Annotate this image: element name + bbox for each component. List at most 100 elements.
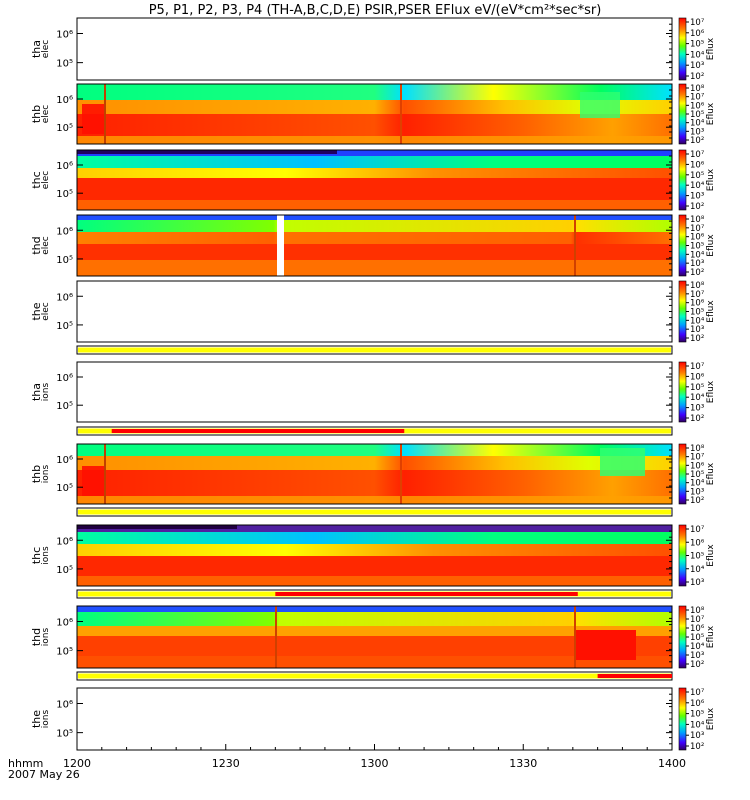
colorbar-label: Eflux xyxy=(706,707,716,730)
mode-segment xyxy=(78,347,671,353)
colorbar-tick-label: 10⁵ xyxy=(690,470,704,480)
colorbar-label: Eflux xyxy=(706,380,716,403)
colorbar-tick-label: 10⁸ xyxy=(690,281,705,291)
mode-bar-3 xyxy=(76,507,673,517)
colorbar-tick-label: 10⁷ xyxy=(690,18,705,28)
colorbar-label: Eflux xyxy=(706,625,716,648)
colorbar-tick-label: 10⁷ xyxy=(690,290,705,300)
panel-label-line2: ions xyxy=(41,709,51,728)
x-axis: 1200 1230 1300 1330 1400 xyxy=(63,744,686,770)
x-tick-label: 1300 xyxy=(361,757,389,770)
colorbar-tick-label: 10⁷ xyxy=(690,150,705,160)
panel-label-line2: elec xyxy=(41,236,51,255)
y-tick-label: 10⁶ xyxy=(56,30,73,41)
colorbar-tick-label: 10⁶ xyxy=(690,233,705,243)
mode-segment xyxy=(597,674,672,678)
colorbar-tick-label: 10⁷ xyxy=(690,453,705,463)
panel-thb-elec xyxy=(76,83,673,145)
x-tick-label: 1330 xyxy=(509,757,537,770)
colorbar-tick-label: 10⁶ xyxy=(690,624,705,634)
colorbar-tick-label: 10⁸ xyxy=(690,84,705,94)
y-tick-label: 10⁵ xyxy=(56,59,73,70)
panel-label-line2: elec xyxy=(41,105,51,124)
colorbar-tick-label: 10² xyxy=(690,202,704,212)
colorbar-tick-label: 10² xyxy=(690,660,704,670)
colorbar-tick-label: 10⁴ xyxy=(690,479,705,489)
panel-label-line2: elec xyxy=(41,171,51,190)
colorbar-tick-label: 10³ xyxy=(690,61,704,71)
panel-label-line1: thc xyxy=(30,547,43,564)
panel-tha-ions xyxy=(76,361,673,423)
y-tick-label: 10⁶ xyxy=(56,292,73,303)
y-tick-label: 10⁶ xyxy=(56,95,73,106)
y-tick-label: 10⁶ xyxy=(56,618,73,629)
colorbar-tick-label: 10⁴ xyxy=(690,642,705,652)
panel-the-ions xyxy=(76,687,673,751)
colorbar-tick-label: 10³ xyxy=(690,487,704,497)
colorbar-tick-label: 10⁸ xyxy=(690,215,705,225)
colorbar-tick-label: 10² xyxy=(690,414,704,424)
panel-thd-elec xyxy=(76,214,673,277)
mode-bar-1 xyxy=(76,345,673,355)
colorbar-tick-label: 10⁵ xyxy=(690,40,704,50)
colorbar-tick-label: 10⁵ xyxy=(690,110,704,120)
colorbar-label: Eflux xyxy=(706,544,716,567)
colorbar-tick-label: 10⁶ xyxy=(690,29,705,39)
panel-label-line1: thb xyxy=(30,465,43,483)
colorbar-tick-label: 10⁵ xyxy=(690,308,704,318)
colorbar-label: Eflux xyxy=(706,234,716,257)
colorbar-tick-label: 10⁷ xyxy=(690,224,705,234)
panel-label-line1: thd xyxy=(30,236,43,254)
colorbar-tick-label: 10⁶ xyxy=(690,461,705,471)
y-tick-label: 10⁶ xyxy=(56,700,73,711)
panel-the-elec xyxy=(76,280,673,343)
colorbar-tick-label: 10⁷ xyxy=(690,525,705,535)
panel-label-line2: ions xyxy=(41,546,51,565)
colorbar-label: Eflux xyxy=(706,168,716,191)
y-tick-label: 10⁵ xyxy=(56,729,73,740)
panel-label-line1: the xyxy=(30,710,43,728)
x-axis-label-date: 2007 May 26 xyxy=(8,768,80,781)
colorbar-tick-label: 10³ xyxy=(690,192,704,202)
y-tick-label: 10⁶ xyxy=(56,226,73,237)
colorbar-tick-label: 10³ xyxy=(690,325,704,335)
x-tick-label: 1200 xyxy=(63,757,91,770)
colorbar-tick-label: 10³ xyxy=(690,127,704,137)
colorbar-tick-label: 10³ xyxy=(690,404,704,414)
colorbar-tick-label: 10⁸ xyxy=(690,444,705,454)
y-tick-label: 10⁶ xyxy=(56,455,73,466)
panel-labels: thaelec10⁶10⁵thbelec10⁶10⁵thcelec10⁶10⁵t… xyxy=(30,23,672,745)
colorbar-tick-label: 10⁶ xyxy=(690,699,705,709)
panel-label-line1: thc xyxy=(30,171,43,188)
colorbar-label: Eflux xyxy=(706,102,716,125)
colorbar-tick-label: 10² xyxy=(690,136,704,146)
colorbars: 10⁷10⁶10⁵10⁴10³10²Eflux10⁸10⁷10⁶10⁵10⁴10… xyxy=(678,17,716,752)
colorbar-tick-label: 10⁶ xyxy=(690,372,705,382)
colorbar-tick-label: 10⁴ xyxy=(690,720,705,730)
colorbar-tick-label: 10³ xyxy=(690,259,704,269)
colorbar-label: Eflux xyxy=(706,37,716,60)
colorbar-tick-label: 10⁴ xyxy=(690,50,705,60)
panel-label-line1: tha xyxy=(30,40,43,58)
colorbar-tick-label: 10² xyxy=(690,496,704,506)
mode-segment xyxy=(78,673,671,679)
colorbar-tick-label: 10² xyxy=(690,72,704,82)
y-tick-label: 10⁶ xyxy=(56,536,73,547)
colorbar-tick-label: 10⁴ xyxy=(690,119,705,129)
colorbar-tick-label: 10⁸ xyxy=(690,606,705,616)
mode-bar-4 xyxy=(76,589,673,599)
